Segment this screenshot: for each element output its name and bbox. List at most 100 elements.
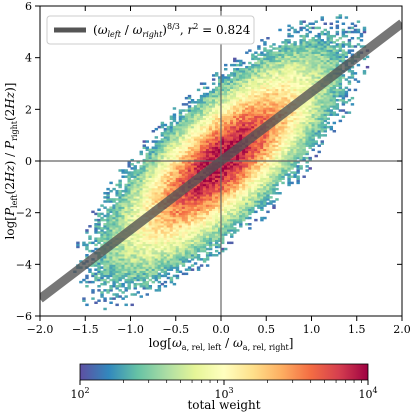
heatmap-cell (181, 254, 186, 257)
heatmap-cell (109, 229, 113, 232)
heatmap-cell (293, 115, 297, 118)
heatmap-cell (251, 189, 255, 193)
heatmap-cell (118, 210, 122, 214)
heatmap-cell (172, 181, 177, 185)
heatmap-cell (163, 140, 168, 143)
heatmap-cell (211, 94, 216, 98)
heatmap-cell (308, 63, 312, 67)
heatmap-cell (109, 287, 113, 290)
heatmap-cell (142, 274, 146, 278)
heatmap-cell (254, 113, 258, 116)
heatmap-cell (79, 260, 83, 263)
heatmap-cell (284, 134, 288, 137)
heatmap-cell (172, 138, 177, 141)
heatmap-cell (208, 130, 213, 133)
heatmap-cell (293, 63, 297, 67)
heatmap-cell (169, 183, 174, 187)
heatmap-cell (251, 202, 255, 205)
heatmap-cell (184, 136, 189, 139)
heatmap-cell (266, 171, 270, 174)
heatmap-cell (127, 218, 131, 222)
heatmap-cell (157, 229, 162, 232)
heatmap-cell (233, 74, 237, 77)
heatmap-cell (211, 138, 216, 141)
heatmap-cell (299, 146, 303, 149)
heatmap-cell (208, 125, 213, 129)
heatmap-cell (239, 125, 243, 129)
heatmap-cell (281, 63, 285, 67)
heatmap-cell (139, 249, 143, 253)
heatmap-cell (163, 167, 168, 170)
heatmap-cell (272, 148, 276, 152)
heatmap-cell (290, 130, 294, 133)
heatmap-cell (157, 192, 162, 195)
heatmap-cell (178, 111, 183, 114)
heatmap-cell (266, 185, 270, 189)
heatmap-cell (296, 72, 300, 75)
heatmap-cell (299, 127, 303, 131)
heatmap-cell (199, 189, 204, 193)
heatmap-cell (163, 227, 168, 230)
heatmap-cell (139, 227, 143, 230)
heatmap-cell (169, 177, 174, 180)
heatmap-cell (305, 57, 309, 61)
heatmap-cell (163, 216, 168, 220)
heatmap-cell (260, 80, 264, 83)
heatmap-cell (299, 132, 303, 135)
heatmap-cell (142, 206, 146, 209)
heatmap-cell (296, 152, 300, 156)
heatmap-cell (242, 111, 246, 114)
heatmap-cell (118, 254, 122, 257)
heatmap-cell (214, 148, 219, 152)
heatmap-cell (251, 200, 255, 203)
heatmap-cell (184, 173, 189, 176)
heatmap-cell (127, 258, 131, 261)
heatmap-cell (127, 266, 131, 269)
heatmap-cell (205, 216, 210, 220)
heatmap-cell (160, 229, 165, 232)
heatmap-cell (242, 218, 246, 222)
heatmap-cell (275, 72, 279, 75)
heatmap-cell (221, 138, 225, 141)
heatmap-cell (251, 70, 255, 73)
heatmap-cell (193, 140, 198, 143)
heatmap-cell (109, 260, 113, 263)
heatmap-cell (157, 165, 162, 168)
heatmap-cell (236, 74, 240, 77)
heatmap-cell (190, 107, 195, 110)
heatmap-cell (290, 74, 294, 77)
heatmap-cell (151, 175, 156, 178)
heatmap-cell (202, 103, 207, 106)
heatmap-cell (127, 272, 131, 276)
heatmap-cell (211, 103, 216, 106)
heatmap-cell (94, 223, 98, 226)
heatmap-cell (263, 163, 267, 166)
heatmap-cell (251, 185, 255, 189)
heatmap-cell (109, 227, 113, 230)
heatmap-cell (263, 144, 267, 147)
heatmap-cell (284, 117, 288, 121)
heatmap-cell (142, 192, 146, 195)
heatmap-cell (260, 152, 264, 156)
heatmap-cell (281, 49, 285, 52)
heatmap-cell (227, 107, 231, 110)
heatmap-cell (190, 237, 195, 240)
heatmap-cell (130, 210, 134, 214)
heatmap-cell (190, 196, 195, 199)
heatmap-cell (112, 214, 116, 218)
heatmap-cell (214, 146, 219, 149)
heatmap-cell (169, 125, 174, 129)
heatmap-cell (230, 185, 234, 189)
heatmap-cell (269, 82, 273, 85)
heatmap-cell (145, 156, 149, 160)
heatmap-cell (163, 260, 168, 263)
heatmap-cell (124, 289, 128, 292)
heatmap-cell (251, 105, 255, 108)
heatmap-cell (263, 59, 267, 63)
heatmap-cell (217, 227, 222, 230)
heatmap-cell (257, 179, 261, 183)
heatmap-cell (187, 251, 192, 255)
heatmap-cell (205, 134, 210, 137)
heatmap-cell (217, 99, 222, 102)
heatmap-cell (169, 229, 174, 232)
